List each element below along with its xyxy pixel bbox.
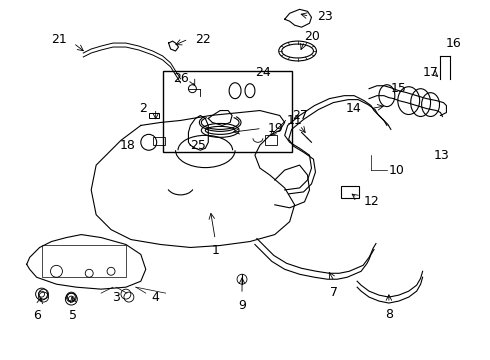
Bar xyxy=(265,135,277,145)
Text: 9: 9 xyxy=(238,299,246,312)
Text: 8: 8 xyxy=(385,308,393,321)
Text: 17: 17 xyxy=(422,66,439,79)
Text: 18: 18 xyxy=(120,139,136,152)
Text: 26: 26 xyxy=(172,72,189,85)
Text: 16: 16 xyxy=(445,37,461,50)
Bar xyxy=(42,246,126,277)
Bar xyxy=(149,113,159,118)
Text: 11: 11 xyxy=(287,114,302,127)
Bar xyxy=(153,137,165,145)
Text: 15: 15 xyxy=(391,82,407,95)
Text: 2: 2 xyxy=(139,102,147,115)
Text: 25: 25 xyxy=(191,139,206,152)
Text: 3: 3 xyxy=(112,291,120,303)
Text: 4: 4 xyxy=(152,291,160,303)
Text: 10: 10 xyxy=(389,163,405,176)
Text: 20: 20 xyxy=(305,30,320,42)
Text: 14: 14 xyxy=(345,102,361,115)
Text: 13: 13 xyxy=(434,149,449,162)
Text: 12: 12 xyxy=(364,195,380,208)
Text: 24: 24 xyxy=(255,66,270,79)
Bar xyxy=(341,186,359,198)
Text: 21: 21 xyxy=(50,33,66,46)
Text: 1: 1 xyxy=(211,244,219,257)
Text: 5: 5 xyxy=(69,309,77,322)
Text: 6: 6 xyxy=(33,309,41,322)
Text: 22: 22 xyxy=(196,33,211,46)
Text: 23: 23 xyxy=(318,10,333,23)
Text: 7: 7 xyxy=(330,286,338,299)
Text: 27: 27 xyxy=(292,109,308,122)
Bar xyxy=(163,71,292,152)
Text: 19: 19 xyxy=(268,122,284,135)
